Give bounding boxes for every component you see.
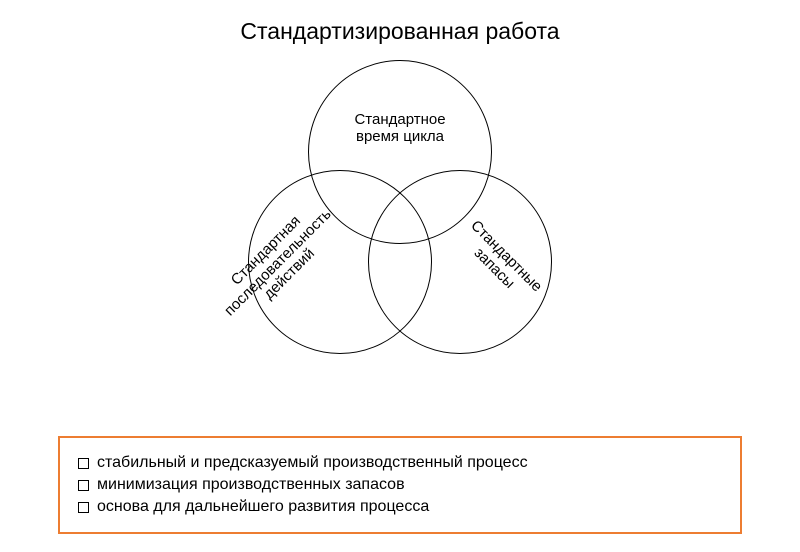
venn-label-top-line2: время цикла [356, 128, 444, 145]
bullet-item: основа для дальнейшего развития процесса [78, 498, 722, 516]
page-title: Стандартизированная работа [0, 18, 800, 45]
venn-diagram: Стандартное время цикла Стандартная посл… [0, 60, 800, 400]
bullet-marker-icon [78, 502, 89, 513]
bullet-item: минимизация производственных запасов [78, 476, 722, 494]
bullet-item: стабильный и предсказуемый производствен… [78, 454, 722, 472]
bullet-marker-icon [78, 458, 89, 469]
bullet-text: стабильный и предсказуемый производствен… [97, 454, 528, 472]
bullet-text: минимизация производственных запасов [97, 476, 405, 494]
bullet-box: стабильный и предсказуемый производствен… [58, 436, 742, 534]
venn-label-top: Стандартное время цикла [340, 112, 460, 145]
bullet-marker-icon [78, 480, 89, 491]
venn-label-top-line1: Стандартное [354, 111, 445, 128]
bullet-text: основа для дальнейшего развития процесса [97, 498, 429, 516]
